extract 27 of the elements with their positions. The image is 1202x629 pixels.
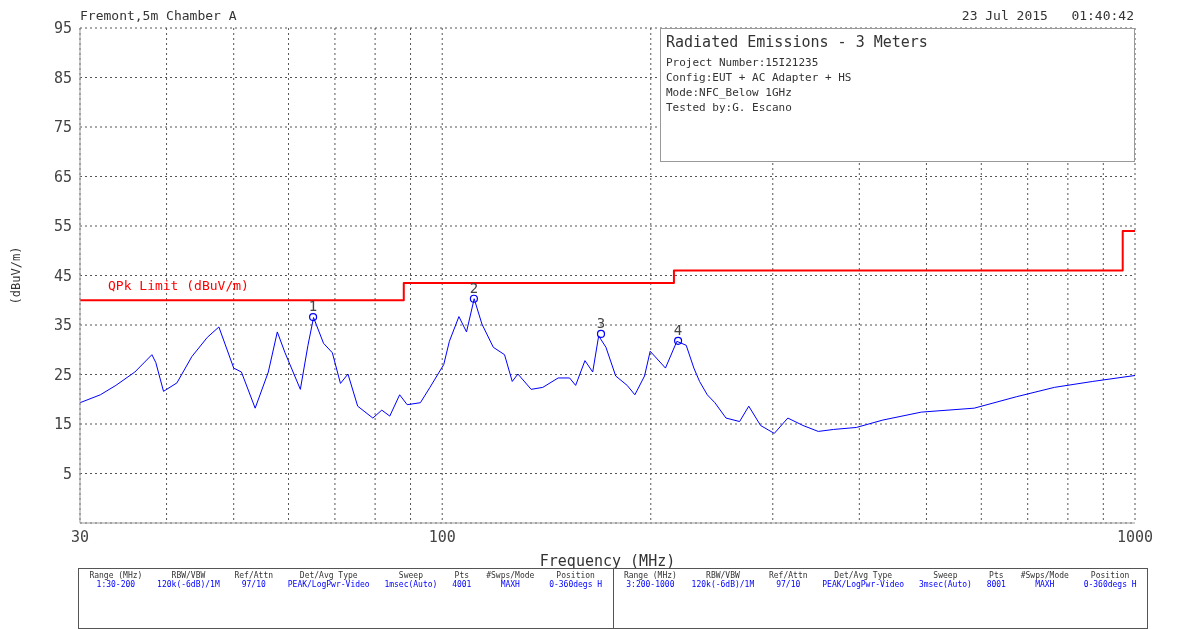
x-tick-label: 100	[428, 527, 456, 546]
y-tick-label: 75	[53, 118, 72, 137]
annotation: Config:EUT + AC Adapter + HS	[666, 70, 853, 85]
y-tick-label: 25	[53, 365, 72, 384]
y-tick-label: 85	[53, 68, 72, 87]
y-tick-label: 45	[53, 266, 72, 285]
y-axis-title: (dBuV/m)	[9, 246, 24, 305]
annotation: Tested by:G. Escano	[666, 100, 793, 115]
y-tick-label: 35	[53, 316, 72, 335]
y-tick-label: 65	[53, 167, 72, 186]
annotation: 4	[673, 321, 683, 338]
y-tick-label: 15	[53, 415, 72, 434]
x-tick-label: 30	[70, 527, 90, 546]
annotation: 2	[469, 279, 479, 296]
settings-table: Range (MHz) RBW/VBW Ref/Attn Det/Avg Type Sweep Pts #Swps/Mode Position 1:30-200 120k(-6dB)/1M 97/10 PEAK/LogPwr-Video 1msec(Auto) 4001 MAXH 0-360degs H Range (MHz) RBW/VBW Ref/Attn Det/Avg Type Sweep Pts #Swps/Mode Position 3:200-1000 120k(-6dB)/1M 97/10 PEAK/LogPwr-Video 3msec(Auto) 8001 MAXH 0-360degs H	[78, 568, 1148, 629]
y-tick-label: 5	[62, 464, 72, 483]
annotation: Project Number:15I21235	[666, 55, 820, 70]
chart-title: Radiated Emissions - 3 Meters	[666, 33, 929, 51]
series-label: QPk Limit (dBuV/m)	[108, 278, 249, 294]
annotation: 1	[308, 298, 318, 315]
text: 23 Jul 2015 01:40:42	[961, 8, 1134, 23]
text: Fremont,5m Chamber A	[80, 8, 237, 23]
y-tick-label: 55	[53, 217, 72, 236]
y-tick-label: 95	[53, 19, 72, 38]
annotation: 3	[596, 314, 606, 331]
annotation: Mode:NFC_Below 1GHz	[666, 85, 793, 100]
x-tick-label: 1000	[1116, 527, 1154, 546]
